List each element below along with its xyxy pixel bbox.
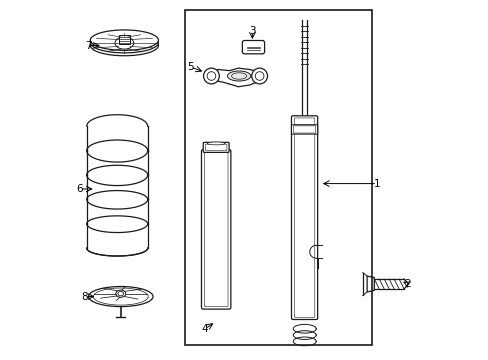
Circle shape [255, 72, 264, 80]
Bar [185, 10, 371, 345]
Circle shape [251, 68, 267, 84]
Ellipse shape [116, 290, 125, 297]
Circle shape [203, 68, 219, 84]
Text: 8: 8 [81, 292, 88, 302]
FancyBboxPatch shape [201, 149, 230, 309]
Text: 2: 2 [404, 279, 410, 289]
Ellipse shape [227, 71, 250, 81]
FancyBboxPatch shape [291, 116, 317, 319]
Text: 3: 3 [248, 26, 255, 36]
Bar [119, 36, 129, 44]
Polygon shape [366, 276, 373, 292]
Ellipse shape [90, 35, 158, 56]
Text: 7: 7 [85, 41, 92, 50]
FancyBboxPatch shape [291, 125, 317, 134]
Text: 5: 5 [187, 62, 194, 72]
Ellipse shape [90, 30, 158, 50]
Circle shape [207, 72, 215, 80]
Polygon shape [206, 68, 264, 87]
Ellipse shape [231, 73, 246, 79]
FancyBboxPatch shape [203, 142, 228, 152]
Ellipse shape [118, 292, 123, 296]
Text: 1: 1 [373, 179, 380, 189]
Text: 6: 6 [76, 184, 82, 194]
Ellipse shape [88, 287, 153, 307]
Ellipse shape [207, 142, 224, 145]
Text: 4: 4 [202, 324, 208, 334]
Ellipse shape [115, 37, 133, 49]
Ellipse shape [242, 49, 264, 53]
FancyBboxPatch shape [242, 41, 264, 54]
Ellipse shape [90, 32, 158, 53]
